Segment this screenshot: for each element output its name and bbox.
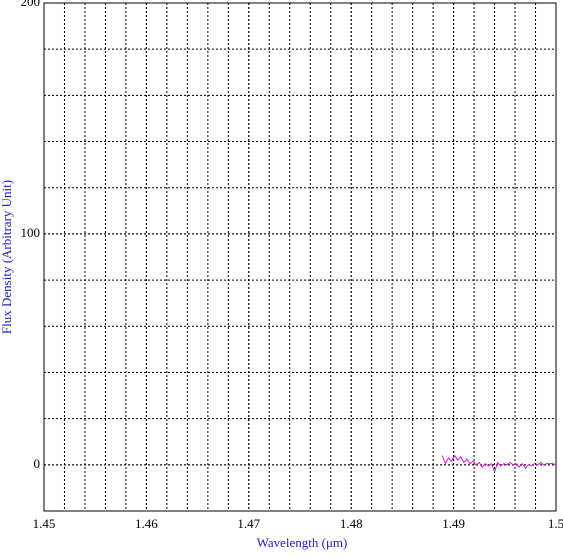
- x-tick-label: 1.48: [340, 516, 363, 531]
- x-tick-label: 1.5: [548, 516, 563, 531]
- x-tick-label: 1.46: [135, 516, 158, 531]
- x-tick-label: 1.47: [237, 516, 260, 531]
- x-tick-label: 1.45: [33, 516, 56, 531]
- x-tick-label: 1.49: [442, 516, 465, 531]
- x-axis-label: Wavelength (μm): [257, 535, 348, 550]
- plot-frame: [43, 2, 557, 512]
- y-tick-label: 100: [21, 225, 41, 240]
- y-tick-label: 0: [34, 456, 41, 471]
- data-line: [441, 454, 557, 474]
- y-axis-label: Flux Density (Arbitrary Unit): [0, 180, 14, 334]
- y-tick-label: 200: [21, 0, 41, 9]
